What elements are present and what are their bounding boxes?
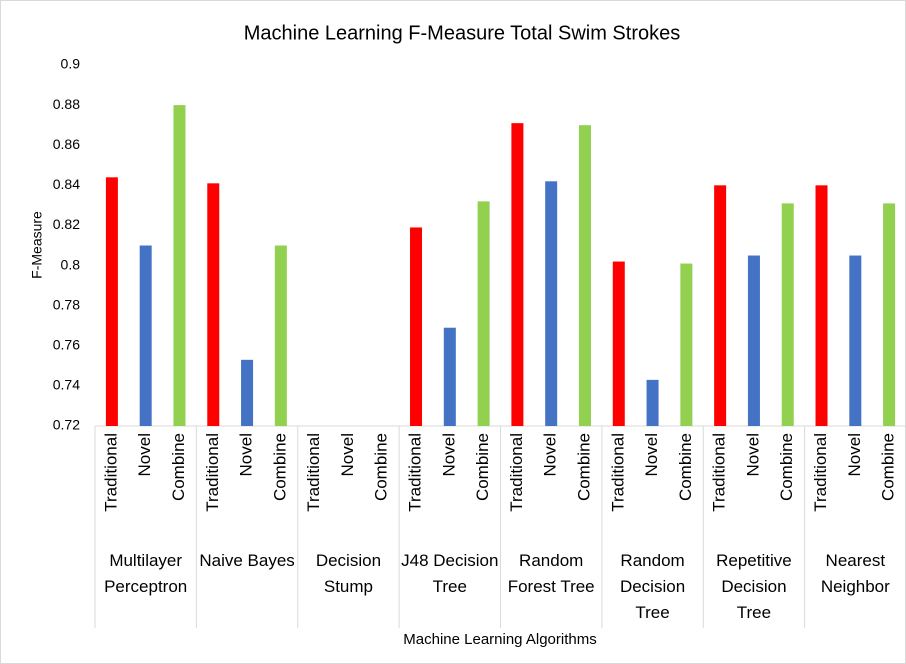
chart-title: Machine Learning F-Measure Total Swim St… <box>244 22 680 44</box>
sub-category-label: Combine <box>169 433 188 501</box>
sub-category-label: Combine <box>270 433 289 501</box>
sub-category-label: Traditional <box>608 433 627 512</box>
bar <box>173 105 186 426</box>
sub-category-label: Novel <box>743 433 762 476</box>
y-tick-label: 0.88 <box>53 96 80 112</box>
bar <box>274 245 287 426</box>
sub-category-label: Novel <box>135 433 154 476</box>
bar <box>578 125 591 427</box>
x-axis-title: Machine Learning Algorithms <box>403 631 596 648</box>
y-axis-title: F-Measure <box>29 211 45 279</box>
bar <box>815 185 828 426</box>
y-tick-label: 0.86 <box>53 136 80 152</box>
y-tick-label: 0.8 <box>61 256 81 272</box>
bar <box>714 185 727 426</box>
sub-category-label: Novel <box>237 433 256 476</box>
sub-category-label: Novel <box>439 433 458 476</box>
sub-category-label: Novel <box>541 433 560 476</box>
y-tick-label: 0.76 <box>53 336 80 352</box>
sub-category-label: Novel <box>338 433 357 476</box>
sub-category-label: Traditional <box>304 433 323 512</box>
bar <box>747 255 760 426</box>
y-tick-label: 0.74 <box>53 377 80 393</box>
bar <box>781 203 794 426</box>
x-tick-label: Decision Stump <box>316 551 381 596</box>
x-tick-label: Repetitive Decision Tree <box>716 551 792 622</box>
sub-category-label: Traditional <box>101 433 120 512</box>
x-tick-label: Naive Bayes <box>199 551 294 570</box>
x-tick-label: J48 Decision Tree <box>401 551 498 596</box>
y-tick-label: 0.82 <box>53 216 80 232</box>
sub-category-label: Novel <box>845 433 864 476</box>
sub-category-label: Combine <box>372 433 391 501</box>
bar <box>105 177 118 426</box>
bar <box>646 379 659 426</box>
sub-category-label: Traditional <box>710 433 729 512</box>
y-tick-label: 0.78 <box>53 296 80 312</box>
bar <box>241 359 254 426</box>
bar <box>545 181 558 426</box>
x-tick-label: Nearest Neighbor <box>821 551 890 596</box>
x-tick-label: Multilayer Perceptron <box>104 551 187 596</box>
sub-category-label: Combine <box>473 433 492 501</box>
bar <box>680 263 693 426</box>
y-tick-label: 0.9 <box>61 56 81 72</box>
sub-category-label: Combine <box>676 433 695 501</box>
bar <box>883 203 896 426</box>
sub-category-label: Traditional <box>203 433 222 512</box>
x-tick-label: Random Forest Tree <box>508 551 595 596</box>
y-tick-label: 0.72 <box>53 417 80 433</box>
bar <box>477 201 490 426</box>
sub-category-label: Combine <box>879 433 898 501</box>
bar <box>139 245 152 426</box>
bar <box>612 261 625 426</box>
bar <box>511 123 524 427</box>
bar <box>849 255 862 426</box>
sub-category-label: Traditional <box>507 433 526 512</box>
bar <box>443 327 456 426</box>
sub-category-label: Combine <box>574 433 593 501</box>
x-tick-label: Random Decision Tree <box>620 551 685 622</box>
sub-category-label: Novel <box>642 433 661 476</box>
bar <box>410 227 423 426</box>
bar <box>207 183 220 426</box>
sub-category-label: Traditional <box>811 433 830 512</box>
sub-category-label: Traditional <box>406 433 425 512</box>
y-tick-label: 0.84 <box>53 176 80 192</box>
sub-category-label: Combine <box>777 433 796 501</box>
